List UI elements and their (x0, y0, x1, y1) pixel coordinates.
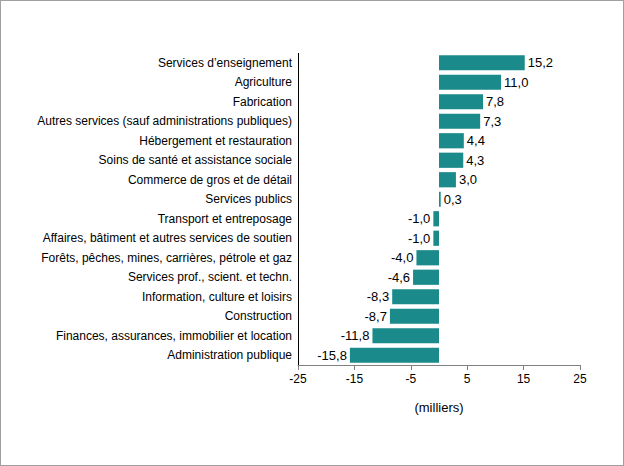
svg-text:-15: -15 (346, 372, 364, 386)
svg-text:-11,8: -11,8 (341, 328, 370, 343)
svg-text:-8,7: -8,7 (365, 309, 387, 324)
svg-text:-15,8: -15,8 (317, 348, 347, 363)
svg-text:25: 25 (573, 372, 587, 386)
svg-text:Services publics: Services publics (205, 192, 292, 206)
svg-text:Services prof., scient. et tec: Services prof., scient. et techn. (128, 270, 292, 284)
svg-text:-8,3: -8,3 (367, 289, 389, 304)
svg-text:Agriculture: Agriculture (235, 75, 293, 89)
svg-text:Commerce de gros et de détail: Commerce de gros et de détail (128, 173, 292, 187)
svg-text:Autres services (sauf administ: Autres services (sauf administrations pu… (37, 114, 292, 128)
svg-text:0,3: 0,3 (444, 192, 462, 207)
svg-text:Information, culture et loisir: Information, culture et loisirs (142, 290, 292, 304)
svg-text:Soins de santé et assistance s: Soins de santé et assistance sociale (99, 153, 293, 167)
svg-text:Transport et entreposage: Transport et entreposage (158, 212, 293, 226)
svg-text:-1,0: -1,0 (408, 231, 430, 246)
svg-text:-25: -25 (289, 372, 307, 386)
svg-text:Services d’enseignement: Services d’enseignement (158, 56, 293, 70)
svg-text:4,3: 4,3 (466, 153, 484, 168)
svg-text:15: 15 (517, 372, 531, 386)
svg-text:Affaires, bâtiment et autres s: Affaires, bâtiment et autres services de… (43, 231, 292, 245)
svg-text:4,4: 4,4 (467, 133, 485, 148)
svg-text:7,3: 7,3 (483, 114, 501, 129)
svg-text:(milliers): (milliers) (414, 400, 463, 415)
svg-text:Construction: Construction (225, 309, 292, 323)
svg-text:-1,0: -1,0 (408, 211, 430, 226)
svg-text:5: 5 (464, 372, 471, 386)
svg-text:15,2: 15,2 (528, 55, 553, 70)
svg-text:Finances, assurances, immobili: Finances, assurances, immobilier et loca… (56, 329, 292, 343)
svg-text:Hébergement et restauration: Hébergement et restauration (139, 134, 292, 148)
svg-text:11,0: 11,0 (504, 75, 528, 90)
svg-text:Fabrication: Fabrication (233, 95, 292, 109)
svg-text:Administration publique: Administration publique (167, 348, 292, 362)
svg-text:Forêts, pêches, mines, carrièr: Forêts, pêches, mines, carrières, pétrol… (41, 251, 292, 265)
svg-text:7,8: 7,8 (486, 94, 504, 109)
svg-text:-4,6: -4,6 (388, 270, 410, 285)
svg-text:-5: -5 (405, 372, 416, 386)
svg-text:3,0: 3,0 (459, 172, 477, 187)
svg-text:-4,0: -4,0 (391, 250, 413, 265)
